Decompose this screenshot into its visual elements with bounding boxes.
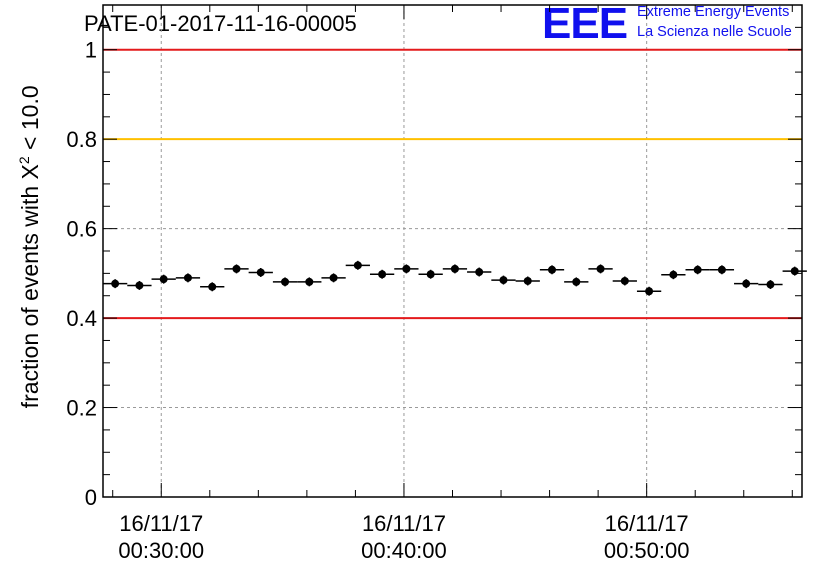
data-point [645, 287, 654, 296]
y-tick-label: 0 [85, 485, 97, 510]
x-tick-label-date: 16/11/17 [362, 511, 446, 536]
data-point [256, 268, 265, 277]
data-point [281, 277, 290, 286]
chart-title: PATE-01-2017-11-16-00005 [84, 11, 357, 36]
data-point [378, 270, 387, 279]
data-point [620, 276, 629, 285]
logo-line-2: La Scienza nelle Scuole [637, 24, 792, 40]
data-point [717, 265, 726, 274]
data-point [742, 279, 751, 288]
y-tick-label: 0.8 [66, 127, 97, 152]
data-point [523, 276, 532, 285]
data-point [232, 264, 241, 273]
data-point [790, 267, 799, 276]
data-point [766, 280, 775, 289]
y-tick-label: 0.4 [66, 306, 97, 331]
y-tick-label: 1 [85, 38, 97, 63]
logo-line-1: Extreme Energy Events [637, 4, 790, 20]
data-point [135, 281, 144, 290]
x-tick-label-date: 16/11/17 [605, 511, 689, 536]
data-point [548, 265, 557, 274]
plot-frame [102, 4, 803, 498]
data-point [693, 265, 702, 274]
x-tick-label-date: 16/11/17 [119, 511, 203, 536]
data-point [499, 276, 508, 285]
data-point [353, 261, 362, 270]
data-point [111, 279, 120, 288]
data-point [402, 264, 411, 273]
data-point [426, 270, 435, 279]
data-point [329, 273, 338, 282]
data-point [572, 277, 581, 286]
data-point [208, 282, 217, 291]
data-point [305, 277, 314, 286]
data-point [596, 264, 605, 273]
x-tick-label-time: 00:50:00 [604, 538, 690, 563]
y-tick-label: 0.2 [66, 396, 97, 421]
data-point [475, 268, 484, 277]
y-tick-label: 0.6 [66, 217, 97, 242]
data-point [159, 275, 168, 284]
x-tick-label-time: 00:30:00 [118, 538, 204, 563]
eee-logo: EEE [542, 0, 628, 48]
data-point [669, 270, 678, 279]
data-point [183, 273, 192, 282]
x-tick-label-time: 00:40:00 [361, 538, 447, 563]
data-point [450, 264, 459, 273]
